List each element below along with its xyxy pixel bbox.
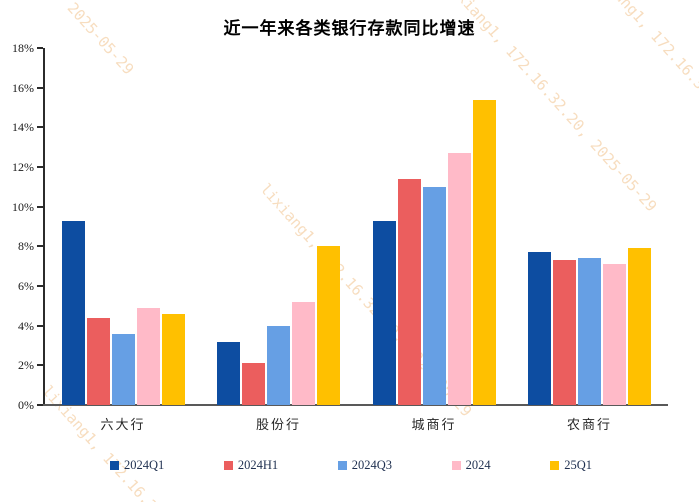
bar xyxy=(136,307,160,405)
bar xyxy=(578,258,601,405)
y-tick xyxy=(37,285,43,287)
y-tick-label: 18% xyxy=(12,41,34,55)
y-tick xyxy=(37,245,43,248)
legend-label: 2024Q3 xyxy=(351,458,393,472)
chart-title: 近一年来各类银行存款同比增速 xyxy=(223,19,476,38)
legend-label: 2024H1 xyxy=(237,458,279,472)
bar xyxy=(372,220,396,405)
bar xyxy=(397,178,421,405)
bar xyxy=(86,317,110,405)
legend-label: 25Q1 xyxy=(564,458,592,472)
bar xyxy=(603,264,626,405)
bar xyxy=(292,301,315,405)
legend-swatch xyxy=(110,461,119,470)
bar xyxy=(422,186,446,405)
y-tick xyxy=(37,126,43,129)
y-tick xyxy=(37,404,43,406)
y-tick-label: 14% xyxy=(12,120,34,135)
legend-item: 2024Q3 xyxy=(337,458,393,473)
legend-item: 2024H1 xyxy=(223,458,279,473)
legend-swatch xyxy=(550,461,560,470)
y-tick-label: 6% xyxy=(18,279,34,293)
bar xyxy=(242,363,265,405)
bar xyxy=(472,99,496,405)
bar xyxy=(528,252,551,405)
y-tick xyxy=(37,364,43,367)
bar xyxy=(61,220,85,405)
category-label: 农商行 xyxy=(566,417,613,432)
bar xyxy=(317,246,340,405)
y-tick xyxy=(37,86,43,89)
bar xyxy=(628,248,651,405)
y-tick-label: 0% xyxy=(18,398,34,412)
legend-item: 2024Q1 xyxy=(110,458,164,473)
bar xyxy=(267,325,290,405)
y-tick-label: 12% xyxy=(12,160,34,174)
y-tick xyxy=(37,324,43,327)
bar xyxy=(111,333,135,405)
category-label: 六大行 xyxy=(100,417,146,432)
legend-swatch xyxy=(337,461,347,470)
category-label: 股份行 xyxy=(255,417,302,432)
legend-swatch xyxy=(451,461,461,470)
bar xyxy=(553,260,576,405)
bar xyxy=(161,313,185,405)
y-tick xyxy=(37,166,43,168)
y-tick xyxy=(37,47,43,49)
legend: 2024Q1 2024H1 2024Q3 2024 25Q1 xyxy=(110,458,592,473)
legend-item: 2024 xyxy=(451,458,491,473)
bar xyxy=(447,153,471,405)
legend-item: 25Q1 xyxy=(550,458,592,473)
y-axis-line xyxy=(43,48,45,405)
y-tick-label: 16% xyxy=(12,80,34,95)
watermark-text: lixiang1, 172.16.32.20, 2025-05-29 xyxy=(0,0,137,78)
y-tick-label: 4% xyxy=(18,318,34,333)
legend-label: 2024Q1 xyxy=(124,458,165,472)
y-tick-label: 10% xyxy=(12,199,34,214)
legend-swatch xyxy=(223,461,233,470)
y-tick xyxy=(37,205,43,208)
bar xyxy=(217,341,240,405)
x-axis-line xyxy=(43,404,668,406)
legend-label: 2024 xyxy=(465,458,491,472)
category-label: 城商行 xyxy=(411,417,457,432)
y-tick-label: 2% xyxy=(18,358,34,373)
y-tick-label: 8% xyxy=(18,239,34,254)
